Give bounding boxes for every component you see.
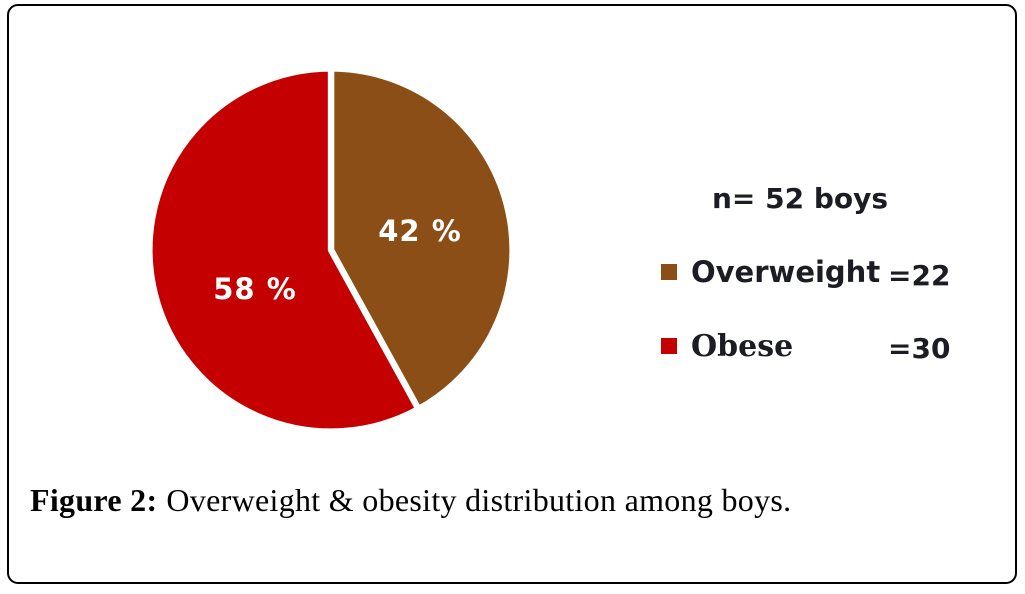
figure-frame-border [7, 4, 1017, 584]
figure-caption-text: Overweight & obesity distribution among … [166, 482, 792, 518]
pie-slice-obese [146, 65, 422, 435]
legend-label-obese: Obese [691, 329, 794, 364]
legend-value-obese: =30 [888, 332, 951, 365]
pie-chart [146, 65, 516, 435]
figure-caption: Figure 2: Overweight & obesity distributi… [30, 482, 791, 519]
pie-data-label-overweight: 42 % [378, 214, 462, 248]
legend-title: n= 52 boys [712, 182, 889, 215]
pie-data-label-obese: 58 % [213, 272, 297, 306]
figure-caption-number: Figure 2: [30, 482, 158, 518]
pie-slice-overweight [327, 65, 516, 413]
legend-value-overweight: =22 [888, 259, 951, 292]
legend-swatch-obese-icon [661, 338, 677, 354]
legend-swatch-overweight-icon [661, 264, 677, 280]
legend-label-overweight: Overweight [691, 255, 881, 289]
